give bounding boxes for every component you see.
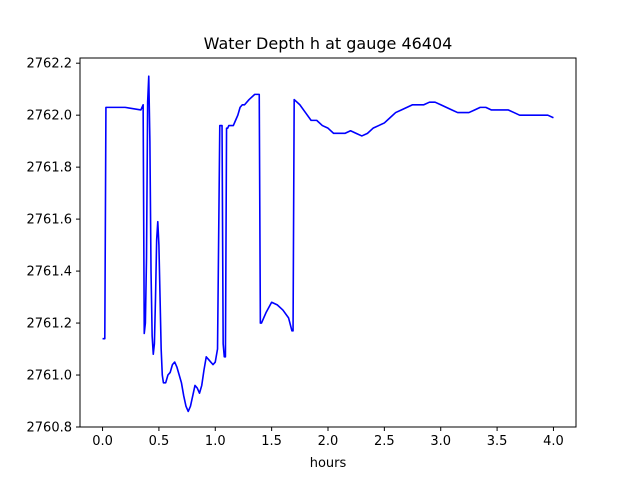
y-tick-group: 2760.8 2761.0 2761.2 2761.4 2761.6 2761.8 2762…	[27, 57, 80, 436]
x-tick-label: 1.0	[205, 434, 226, 449]
chart-title: Water Depth h at gauge 46404	[204, 34, 453, 53]
y-tick-label: 2761.6	[27, 213, 73, 228]
y-tick-label: 2761.8	[27, 161, 73, 176]
y-tick-label: 2762.0	[27, 109, 73, 124]
y-tick-label: 2761.0	[27, 369, 73, 384]
series-group	[102, 75, 554, 413]
y-tick-label: 2761.2	[27, 317, 73, 332]
x-axis-label: hours	[310, 456, 347, 471]
x-tick-label: 2.5	[374, 434, 395, 449]
y-tick-label: 2760.8	[27, 421, 73, 436]
x-tick-label: 2.0	[318, 434, 339, 449]
y-tick-label: 2761.4	[27, 265, 73, 280]
plot-frame	[79, 57, 577, 428]
x-tick-group: 0.0 0.5 1.0 1.5 2.0 2.5 3.0 3.5 4.0	[92, 427, 564, 449]
x-tick-label: 0.5	[149, 434, 170, 449]
x-tick-label: 4.0	[543, 434, 564, 449]
y-tick-label: 2762.2	[27, 57, 73, 72]
x-tick-label: 1.5	[261, 434, 282, 449]
x-tick-label: 3.0	[430, 434, 451, 449]
x-tick-label: 3.5	[487, 434, 508, 449]
x-tick-label: 0.0	[92, 434, 113, 449]
series-line	[102, 75, 554, 413]
